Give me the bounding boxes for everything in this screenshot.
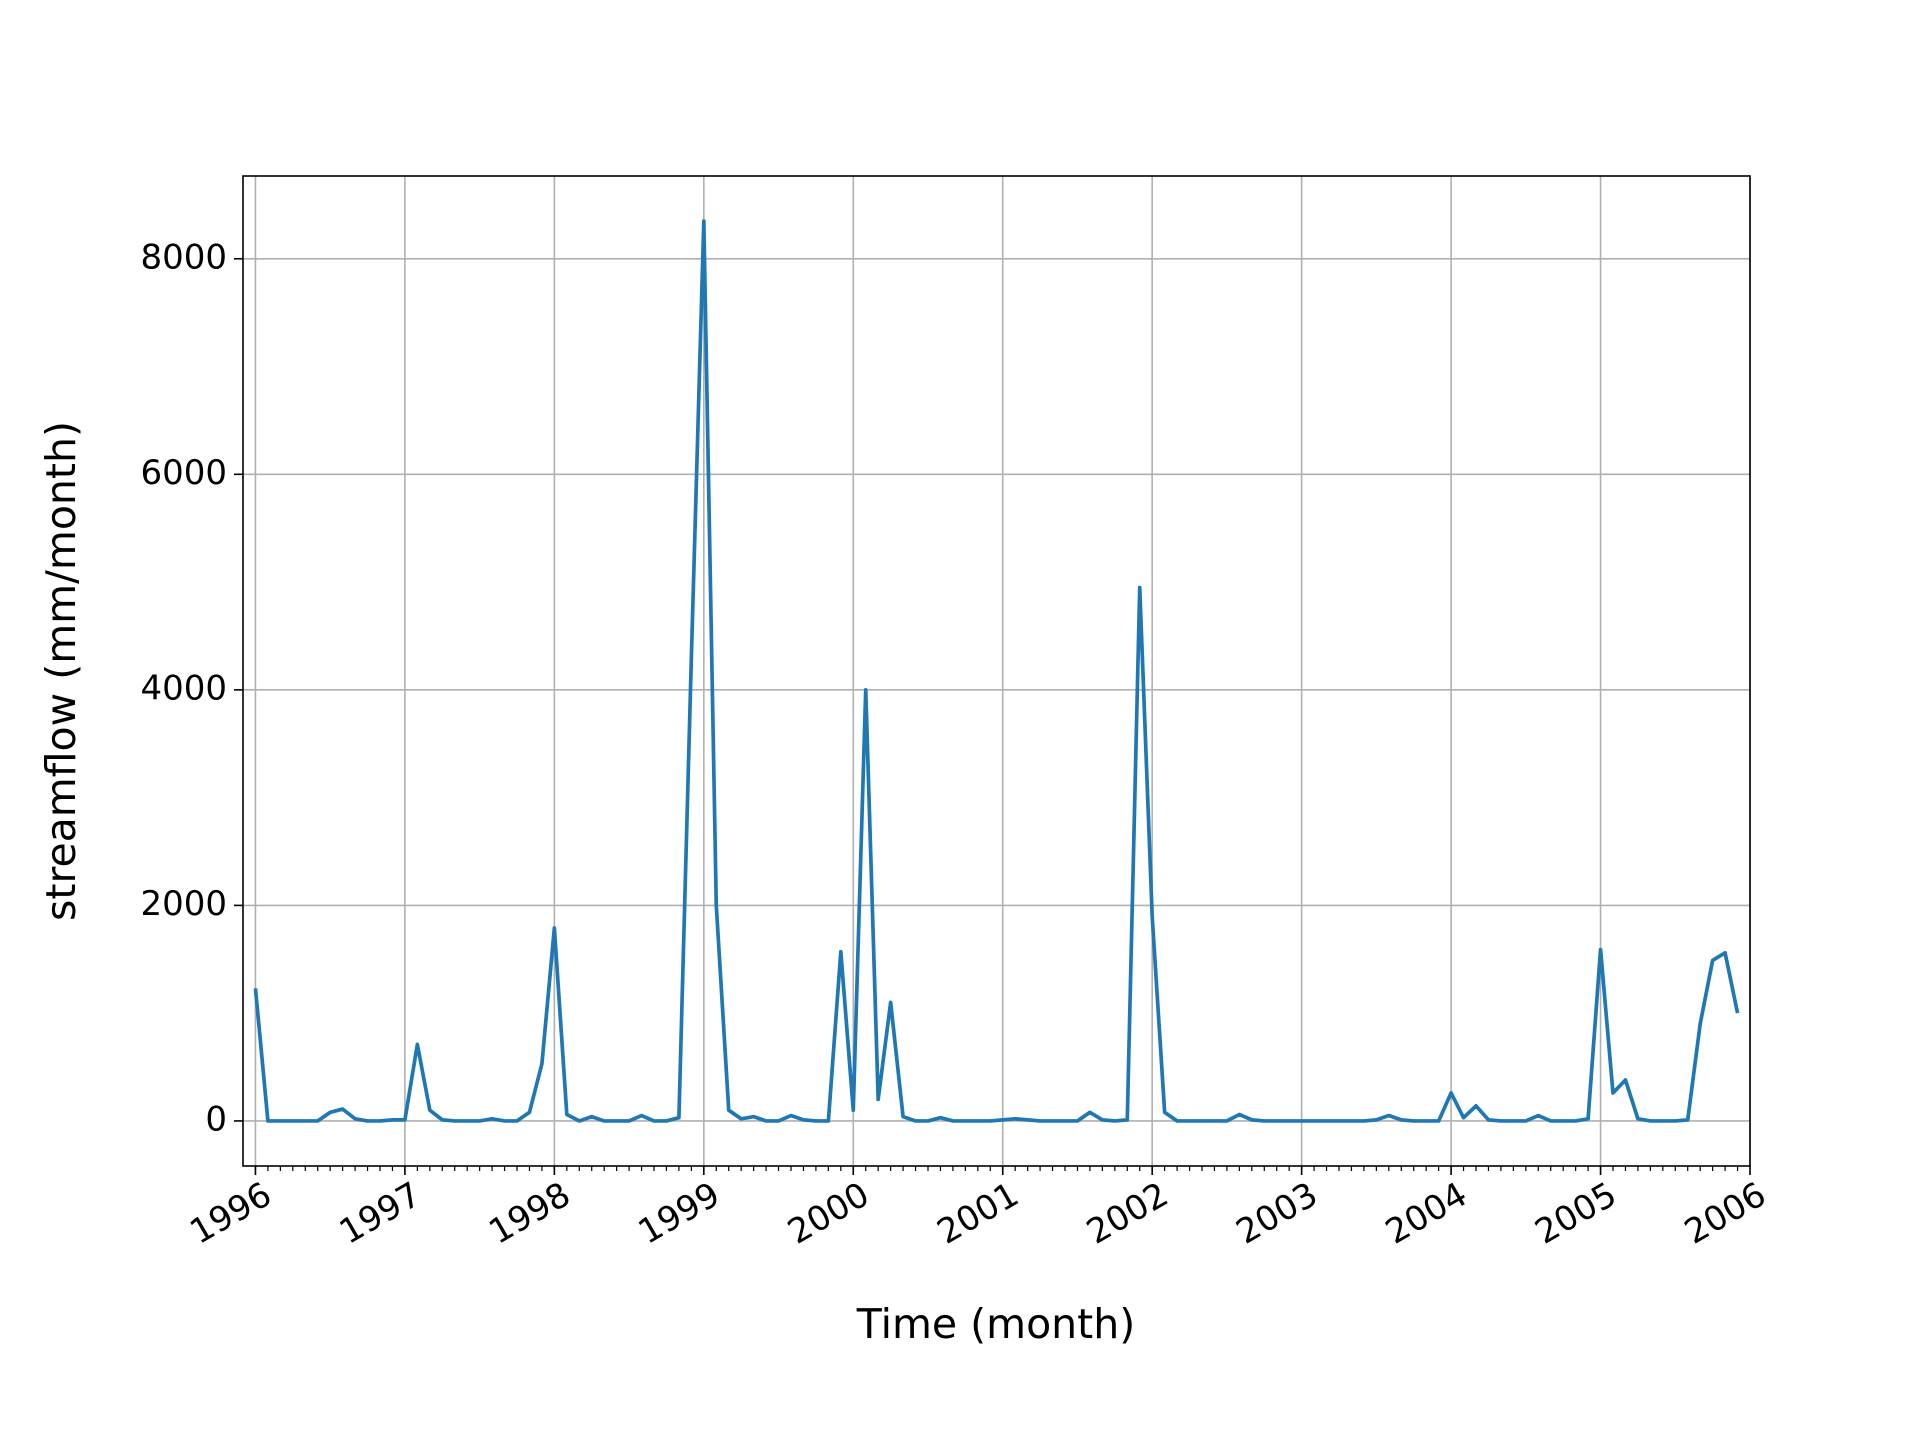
y-tick-label: 8000 bbox=[140, 237, 227, 277]
x-tick-label: 1997 bbox=[333, 1175, 428, 1253]
data-line bbox=[253, 219, 1740, 1123]
y-axis-title: streamflow (mm/month) bbox=[37, 421, 85, 921]
x-tick-label: 2002 bbox=[1080, 1175, 1175, 1253]
y-tick-label: 6000 bbox=[140, 453, 227, 493]
x-tick-label: 1998 bbox=[482, 1175, 577, 1253]
x-tick-label: 2001 bbox=[931, 1175, 1026, 1253]
x-tick-label: 1999 bbox=[632, 1175, 727, 1253]
x-axis-title: Time (month) bbox=[856, 1300, 1135, 1348]
plot-frame bbox=[242, 175, 1751, 1167]
x-tick-label: 1996 bbox=[183, 1175, 278, 1253]
x-tick-label: 2003 bbox=[1230, 1175, 1325, 1253]
x-tick-label: 2006 bbox=[1678, 1175, 1773, 1253]
x-tick-label: 2004 bbox=[1379, 1175, 1474, 1253]
x-tick-label: 2000 bbox=[781, 1175, 876, 1253]
x-tick-label: 2005 bbox=[1529, 1175, 1624, 1253]
y-tick-label: 4000 bbox=[140, 668, 227, 708]
y-tick-label: 2000 bbox=[140, 884, 227, 924]
y-tick-label: 0 bbox=[205, 1099, 227, 1139]
